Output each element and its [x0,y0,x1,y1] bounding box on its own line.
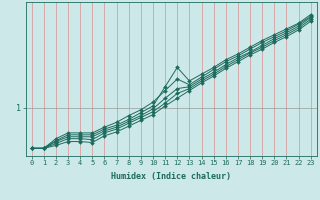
X-axis label: Humidex (Indice chaleur): Humidex (Indice chaleur) [111,172,231,181]
